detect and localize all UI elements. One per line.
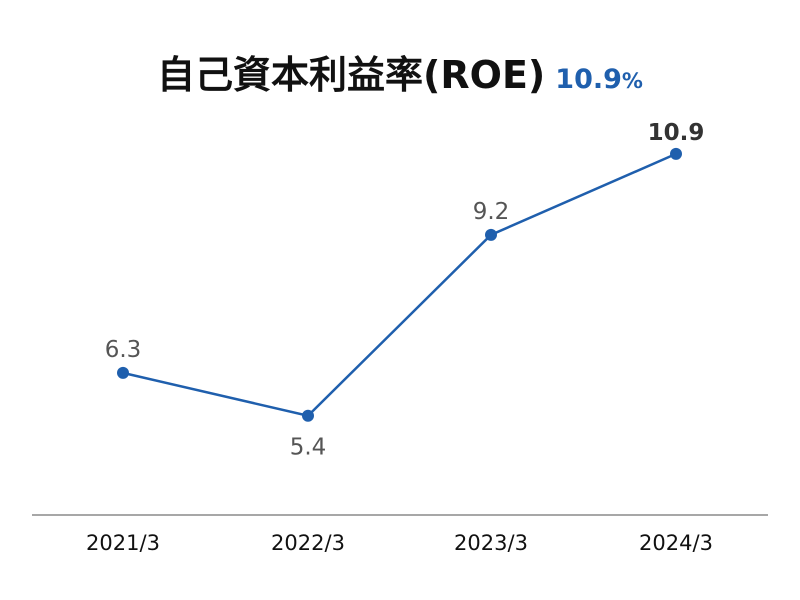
- x-tick-label-2024-3: 2024/3: [639, 531, 713, 555]
- title-value: 10.9: [555, 64, 622, 95]
- x-tick-label-2023-3: 2023/3: [454, 531, 528, 555]
- data-labels-group: 6.3 5.4 9.2 10.9: [105, 120, 705, 461]
- x-tick-label-2021-3: 2021/3: [86, 531, 160, 555]
- data-point-2022-3: [302, 409, 314, 422]
- title-unit: %: [621, 69, 643, 93]
- data-label-2021-3: 6.3: [105, 337, 142, 363]
- series-group: [117, 147, 682, 422]
- series-line: [122, 152, 677, 418]
- data-label-2024-3: 10.9: [648, 120, 705, 146]
- x-tick-label-2022-3: 2022/3: [271, 531, 345, 555]
- data-label-2022-3: 5.4: [290, 435, 327, 461]
- data-point-2024-3: [670, 147, 682, 160]
- x-tick-labels-group: 2021/3 2022/3 2023/3 2024/3: [86, 531, 713, 555]
- title-text: 自己資本利益率(ROE): [157, 53, 546, 97]
- data-point-2023-3: [485, 228, 497, 241]
- data-point-2021-3: [117, 366, 129, 379]
- chart-title: 自己資本利益率(ROE) 10.9%: [0, 44, 800, 99]
- data-label-2023-3: 9.2: [473, 199, 510, 225]
